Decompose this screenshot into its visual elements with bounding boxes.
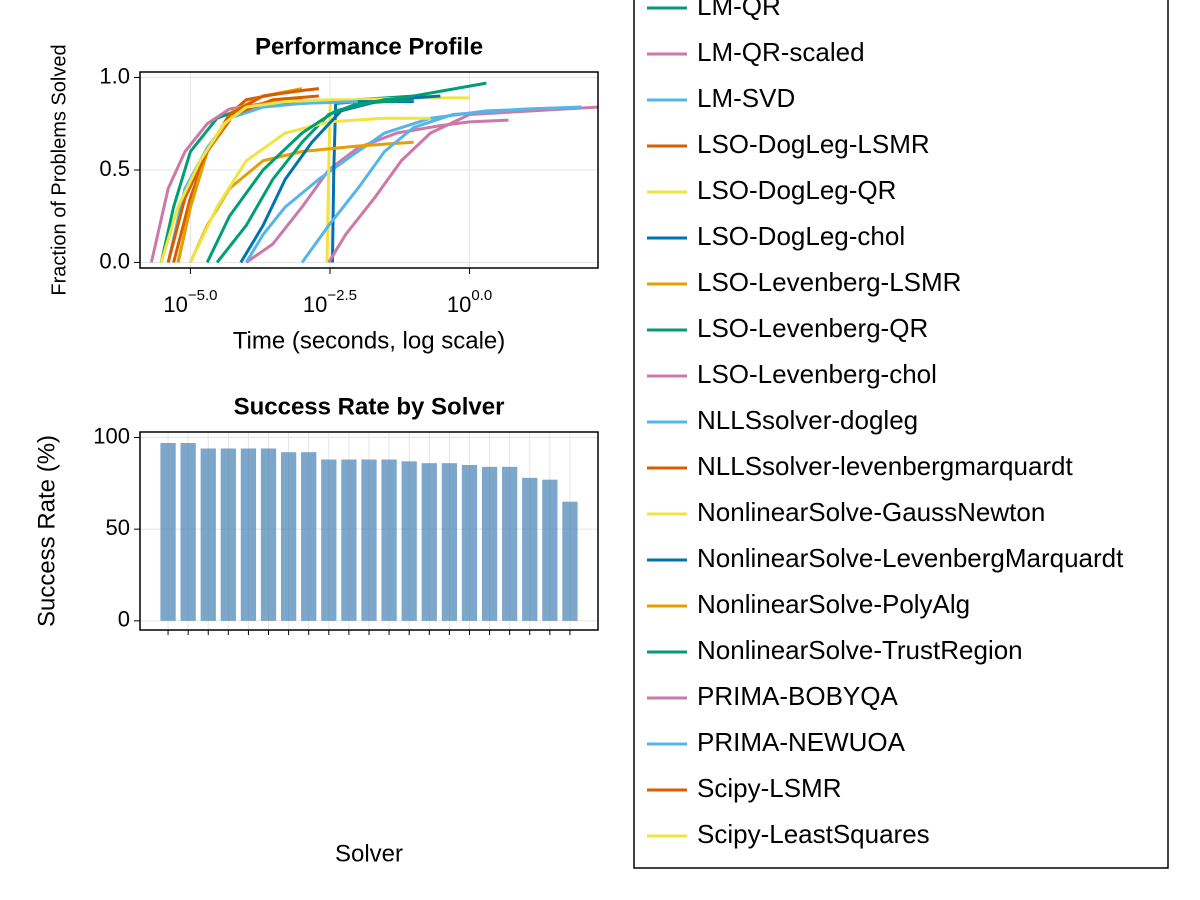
series-line — [159, 81, 487, 263]
bar — [341, 459, 357, 621]
legend-frame — [633, 0, 1169, 869]
plot-frame — [139, 431, 599, 631]
legend-label: Scipy-LeastSquares — [697, 819, 930, 849]
bar — [260, 448, 277, 621]
bar — [240, 448, 257, 621]
x-tick-label: 10−2.5 — [303, 287, 357, 317]
y-tick-label: 100 — [93, 423, 130, 448]
legend-label: LSO-Levenberg-QR — [697, 313, 928, 343]
bar — [361, 459, 377, 621]
x-axis-label: Solver — [335, 840, 403, 867]
bar — [481, 466, 498, 621]
bar — [441, 463, 458, 621]
legend-label: LSO-DogLeg-QR — [697, 175, 896, 205]
bar — [461, 465, 478, 621]
series-line — [189, 140, 414, 264]
x-axis-label: Time (seconds, log scale) — [233, 327, 506, 354]
chart-title: Success Rate by Solver — [234, 393, 505, 420]
y-tick-label: 1.0 — [99, 63, 130, 88]
series-line — [189, 116, 431, 264]
bar — [200, 448, 216, 621]
bar — [381, 459, 397, 621]
legend-label: LSO-DogLeg-LSMR — [697, 129, 930, 159]
bar — [421, 463, 437, 621]
y-tick-label: 0.0 — [99, 248, 130, 273]
series-line — [159, 98, 329, 263]
legend-label: NLLSsolver-dogleg — [697, 405, 918, 435]
bar — [542, 479, 558, 621]
series-line — [205, 94, 414, 264]
legend-label: NLLSsolver-levenbergmarquardt — [697, 451, 1074, 481]
bar — [321, 459, 337, 621]
y-tick-label: 0.5 — [99, 156, 130, 181]
legend-label: LSO-Levenberg-LSMR — [697, 267, 961, 297]
series-line — [325, 96, 470, 263]
bar — [562, 501, 578, 621]
y-tick-label: 50 — [106, 515, 130, 540]
bar — [502, 466, 518, 621]
legend-label: NonlinearSolve-PolyAlg — [697, 589, 970, 619]
x-tick-label: 10−5.0 — [163, 287, 217, 317]
legend-label: LSO-Levenberg-chol — [697, 359, 937, 389]
y-axis-label: Success Rate (%) — [33, 435, 60, 627]
tick-exponent: −2.5 — [327, 287, 357, 304]
legend-label: NonlinearSolve-TrustRegion — [697, 635, 1023, 665]
bar — [522, 477, 538, 621]
tick-base: 10 — [447, 292, 471, 317]
x-tick-label: 100.0 — [447, 287, 492, 317]
series-line — [245, 118, 509, 264]
bar — [401, 461, 417, 621]
legend-label: LSO-DogLeg-chol — [697, 221, 905, 251]
chart-title: Performance Profile — [255, 33, 483, 60]
legend-label: LM-QR-scaled — [697, 37, 865, 67]
legend-label: NonlinearSolve-GaussNewton — [697, 497, 1045, 527]
series-line — [327, 105, 599, 264]
legend-label: LM-QR — [697, 0, 781, 21]
legend-label: PRIMA-NEWUOA — [697, 727, 906, 757]
series-line — [300, 105, 582, 264]
tick-exponent: −5.0 — [188, 287, 218, 304]
y-axis-label: Fraction of Problems Solved — [48, 44, 70, 295]
tick-exponent: 0.0 — [471, 287, 492, 304]
bar — [301, 452, 317, 621]
bar — [280, 452, 297, 621]
tick-base: 10 — [163, 292, 187, 317]
series-line — [215, 98, 414, 264]
bar — [180, 443, 196, 621]
plot-frame — [139, 71, 599, 269]
bar — [220, 448, 236, 621]
bar — [160, 443, 176, 621]
legend-label: LM-SVD — [697, 83, 795, 113]
legend-label: Scipy-LSMR — [697, 773, 841, 803]
legend-label: NonlinearSolve-LevenbergMarquardt — [697, 543, 1124, 573]
legend-label: PRIMA-BOBYQA — [697, 681, 898, 711]
tick-base: 10 — [303, 292, 327, 317]
y-tick-label: 0 — [118, 607, 130, 632]
